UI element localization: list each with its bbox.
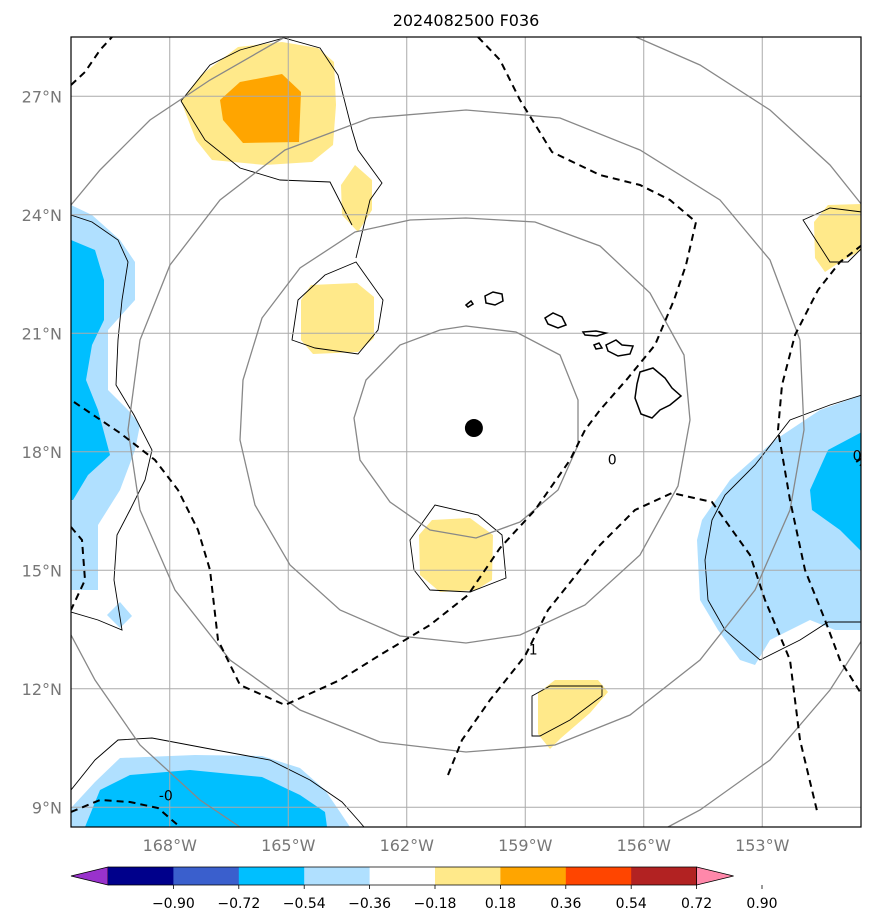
- colorbar-segment: [173, 867, 240, 885]
- positive-anomaly-small-north: [341, 165, 372, 232]
- range-ring-4-se: [667, 640, 861, 827]
- island-kauai: [484, 291, 504, 306]
- colorbar-extend-low: [70, 866, 109, 886]
- colorbar-extend-high: [696, 866, 734, 886]
- contour-label: -0: [159, 788, 173, 804]
- range-ring-4-sw: [71, 634, 241, 827]
- lon-tick-label: 168°W: [143, 836, 198, 855]
- latitude-tick-labels: 27°N 24°N 21°N 18°N 15°N 12°N 9°N: [22, 87, 62, 817]
- colorbar: −0.90 −0.72 −0.54 −0.36 −0.18 0.18 0.36 0.54 0.7…: [70, 866, 778, 912]
- island-lanai: [592, 342, 604, 350]
- lon-tick-label: 156°W: [617, 836, 672, 855]
- dashed-contour-zero: [71, 37, 698, 707]
- outline-contour-southeast-box: [531, 685, 603, 737]
- map-area: 0 1 -0 0: [71, 37, 862, 827]
- figure-title: 2024082500 F036: [393, 11, 540, 30]
- colorbar-outline: [108, 866, 697, 886]
- outline-contour-north-bottom: [180, 100, 353, 226]
- colorbar-segment: [369, 867, 436, 885]
- longitude-tick-labels: 168°W 165°W 162°W 159°W 156°W 153°W: [143, 836, 790, 855]
- outline-contour-west-box: [291, 261, 384, 355]
- hawaiian-islands: [464, 291, 683, 419]
- lat-tick-label: 21°N: [22, 324, 62, 343]
- outline-contour-west: [71, 214, 153, 631]
- negative-anomaly-west-inner: [71, 240, 110, 500]
- contour-label: 0: [608, 453, 617, 469]
- colorbar-segment: [108, 867, 174, 885]
- outline-contour-east: [704, 394, 861, 661]
- colorbar-tick-label: −0.90: [152, 896, 195, 912]
- island-oahu: [544, 312, 568, 329]
- contour-label: 1: [529, 642, 538, 658]
- colorbar-segment: [565, 867, 632, 885]
- outline-contour-south-box: [409, 504, 507, 593]
- grid: [71, 37, 861, 827]
- lat-tick-label: 27°N: [22, 87, 62, 106]
- dashed-contour-east: [776, 244, 861, 696]
- outline-contour-northeast-box: [802, 207, 861, 263]
- negative-anomaly-east-inner: [810, 432, 861, 551]
- lat-tick-label: 15°N: [22, 561, 62, 580]
- dashed-contour-east-small: [854, 457, 861, 467]
- lon-tick-label: 162°W: [380, 836, 435, 855]
- island-molokai: [581, 330, 609, 337]
- lat-tick-label: 24°N: [22, 206, 62, 225]
- positive-anomaly-southeast: [538, 680, 608, 749]
- dashed-contours: [71, 37, 861, 827]
- island-big-island: [634, 367, 683, 419]
- colorbar-tick-label: −0.36: [348, 896, 391, 912]
- positive-anomaly-west: [301, 283, 374, 354]
- contour-label: 0: [853, 449, 862, 465]
- colorbar-segment: [631, 867, 698, 885]
- lon-tick-label: 159°W: [498, 836, 553, 855]
- positive-anomaly-south: [419, 518, 493, 592]
- range-ring-3: [127, 109, 805, 753]
- contour-labels: 0 1 -0 0: [159, 449, 862, 805]
- negative-anomaly-east-outer: [697, 395, 861, 665]
- negative-anomaly-southwest-inner: [85, 770, 327, 827]
- range-ring-1: [353, 325, 579, 539]
- colorbar-segment: [304, 867, 371, 885]
- range-ring-4-ne: [635, 37, 861, 205]
- dashed-contour-northwest: [71, 37, 113, 86]
- colorbar-tick-label: 0.72: [681, 896, 712, 912]
- lat-tick-label: 9°N: [32, 798, 62, 817]
- colorbar-tick-label: 0.18: [485, 896, 516, 912]
- lat-tick-label: 12°N: [22, 680, 62, 699]
- island-maui: [605, 339, 635, 357]
- colorbar-tick-label: −0.18: [414, 896, 457, 912]
- positive-anomaly-core-north: [220, 74, 301, 143]
- range-ring-2: [239, 217, 691, 644]
- colorbar-segment: [238, 867, 305, 885]
- outline-contour-southwest: [71, 737, 365, 827]
- map-frame: [70, 36, 862, 828]
- range-ring-4: [71, 37, 286, 206]
- outline-contour-north: [180, 37, 383, 259]
- colorbar-tick-label: −0.72: [217, 896, 260, 912]
- colorbar-tick-label: −0.54: [283, 896, 326, 912]
- island-niihau: [464, 299, 475, 308]
- colorbar-tick-label: 0.36: [550, 896, 581, 912]
- colorbar-segment: [435, 867, 501, 885]
- dashed-contour-southwest: [71, 798, 181, 827]
- shaded-anomalies: [71, 42, 861, 827]
- colorbar-segment: [500, 867, 567, 885]
- storm-center-marker: [464, 419, 483, 438]
- colorbar-tick-label: 0.54: [616, 896, 647, 912]
- colorbar-tick-label: 0.90: [746, 896, 777, 912]
- dashed-contour-west-lower: [71, 526, 87, 611]
- lat-tick-label: 18°N: [22, 443, 62, 462]
- range-rings: [71, 37, 861, 827]
- lon-tick-label: 153°W: [735, 836, 790, 855]
- outline-contours: [71, 37, 861, 827]
- lon-tick-label: 165°W: [261, 836, 316, 855]
